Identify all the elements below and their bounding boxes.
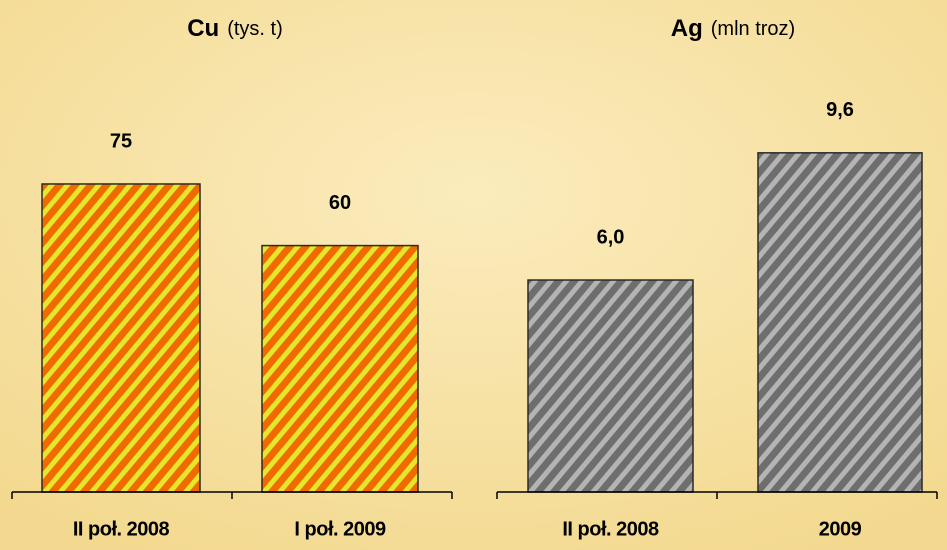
unit: (tys. t)	[227, 18, 283, 40]
title: Ag	[671, 15, 703, 42]
value-label: 6,0	[597, 226, 625, 248]
value-label: 60	[329, 192, 351, 214]
x-tick-label: II poł. 2008	[562, 518, 659, 540]
unit: (mln troz)	[711, 18, 795, 40]
value-label: 9,6	[826, 99, 854, 121]
chart-title: Cu (tys. t)	[187, 15, 283, 42]
bar	[41, 183, 201, 493]
x-tick-label: II poł. 2008	[73, 518, 170, 540]
bar	[757, 152, 923, 493]
chart-title: Ag (mln troz)	[671, 15, 795, 42]
title: Cu	[187, 15, 219, 42]
x-tick-label: I poł. 2009	[294, 518, 386, 540]
value-label: 75	[110, 130, 132, 152]
bar	[261, 244, 419, 493]
bar	[527, 279, 694, 493]
x-tick-label: 2009	[819, 518, 862, 540]
